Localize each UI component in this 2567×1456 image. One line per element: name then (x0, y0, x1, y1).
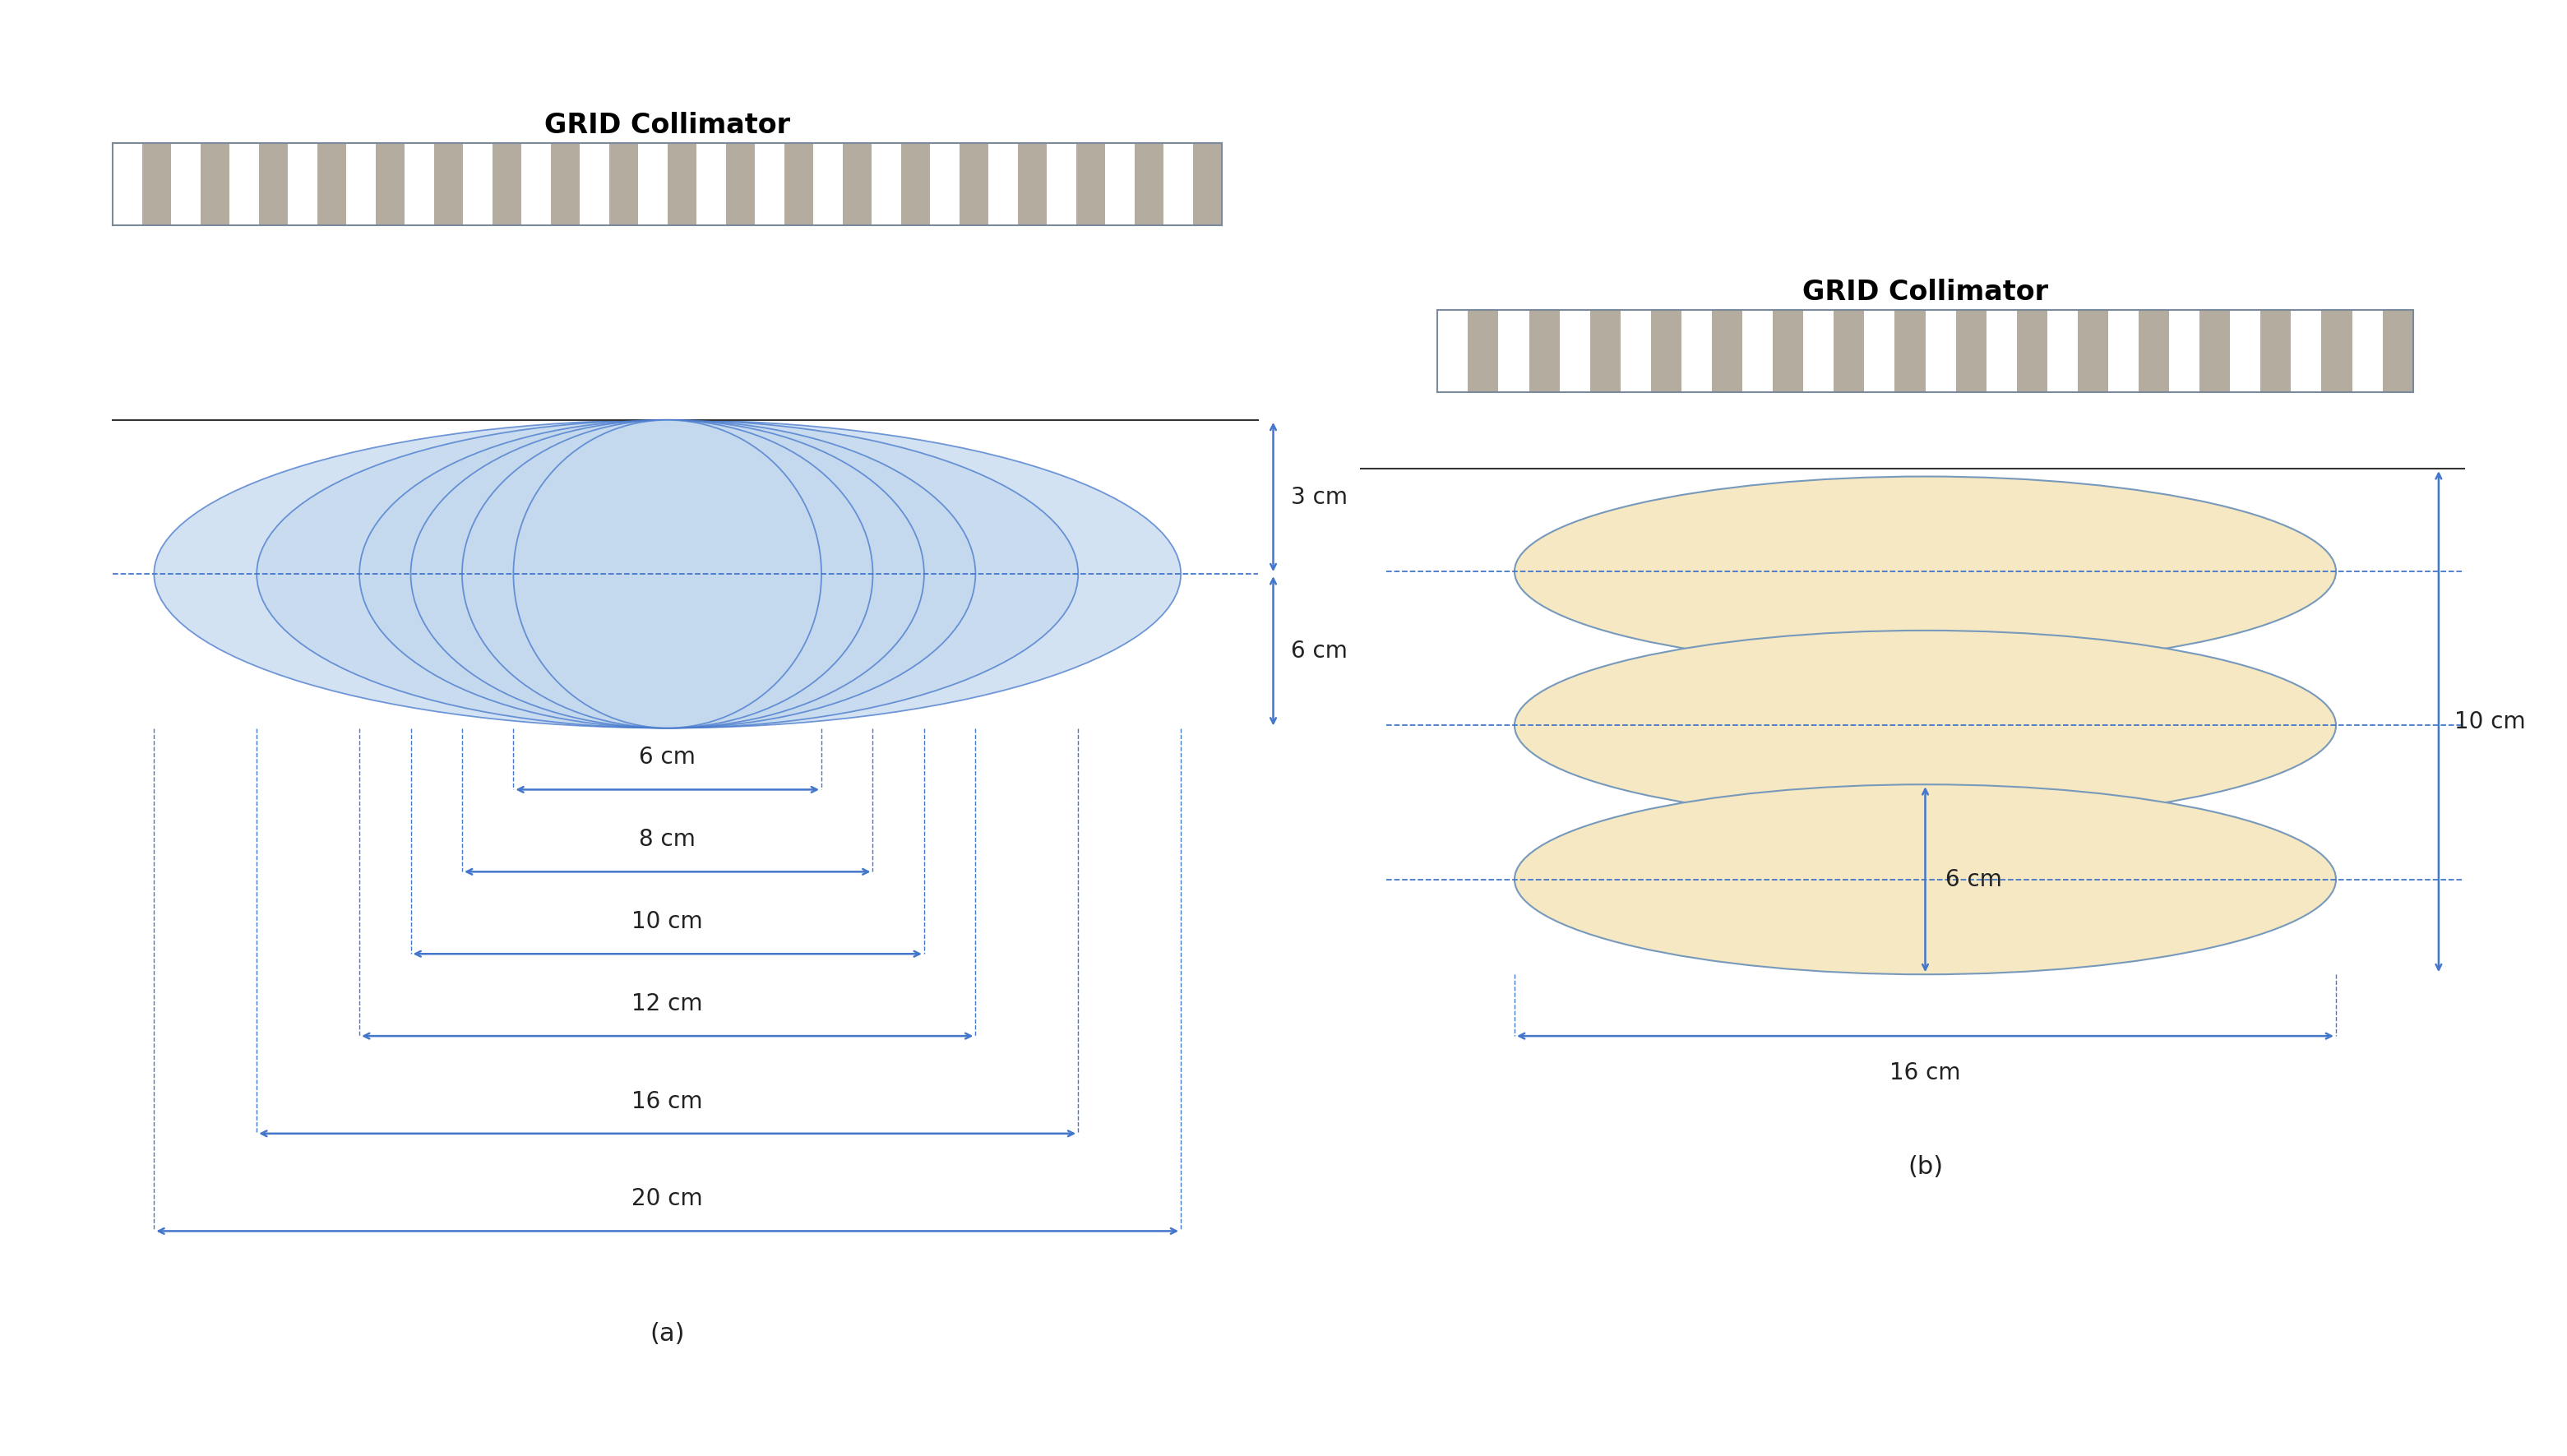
Bar (288, 143, 318, 224)
Ellipse shape (154, 419, 1181, 728)
Bar (2351, 310, 2382, 392)
Bar (1925, 310, 1956, 392)
Text: 16 cm: 16 cm (631, 1091, 703, 1112)
Bar (2108, 310, 2138, 392)
Ellipse shape (1515, 785, 2336, 974)
Text: 6 cm: 6 cm (1946, 868, 2002, 891)
Bar (929, 143, 960, 224)
Bar (1499, 310, 1530, 392)
Text: 6 cm: 6 cm (639, 745, 696, 769)
Ellipse shape (513, 419, 821, 728)
Bar (1681, 310, 1712, 392)
Bar (2231, 310, 2262, 392)
Bar (814, 143, 842, 224)
Text: 12 cm: 12 cm (631, 993, 703, 1015)
Text: 6 cm: 6 cm (1291, 639, 1348, 662)
Bar (580, 143, 608, 224)
Bar (873, 143, 901, 224)
Bar (1047, 143, 1076, 224)
Text: 10 cm: 10 cm (631, 910, 703, 933)
Bar (1163, 143, 1194, 224)
Text: 10 cm: 10 cm (2454, 711, 2526, 732)
Bar (1438, 310, 1468, 392)
Bar (113, 143, 1222, 224)
Bar (2290, 310, 2321, 392)
Text: GRID Collimator: GRID Collimator (544, 112, 791, 140)
Ellipse shape (359, 419, 975, 728)
Bar (347, 143, 375, 224)
Bar (2048, 310, 2077, 392)
Bar (1864, 310, 1894, 392)
Text: 3 cm: 3 cm (1291, 485, 1348, 508)
Text: GRID Collimator: GRID Collimator (1802, 280, 2048, 306)
Text: 8 cm: 8 cm (639, 828, 696, 852)
Text: (a): (a) (649, 1322, 685, 1345)
Ellipse shape (1515, 476, 2336, 667)
Bar (1802, 310, 1833, 392)
Bar (462, 143, 493, 224)
Text: 16 cm: 16 cm (1889, 1061, 1961, 1085)
Bar (1106, 143, 1135, 224)
Bar (696, 143, 726, 224)
Bar (521, 143, 552, 224)
Bar (228, 143, 259, 224)
Ellipse shape (257, 419, 1078, 728)
Text: 20 cm: 20 cm (631, 1188, 703, 1210)
Bar (988, 143, 1017, 224)
Bar (1987, 310, 2018, 392)
Bar (1620, 310, 1651, 392)
Bar (172, 143, 200, 224)
Bar (2169, 310, 2200, 392)
Bar (1438, 310, 2413, 392)
Ellipse shape (462, 419, 873, 728)
Bar (1743, 310, 1774, 392)
Ellipse shape (1515, 630, 2336, 820)
Bar (406, 143, 434, 224)
Bar (1561, 310, 1589, 392)
Text: (b): (b) (1907, 1155, 1943, 1179)
Bar (755, 143, 783, 224)
Bar (113, 143, 141, 224)
Bar (639, 143, 667, 224)
Ellipse shape (411, 419, 924, 728)
